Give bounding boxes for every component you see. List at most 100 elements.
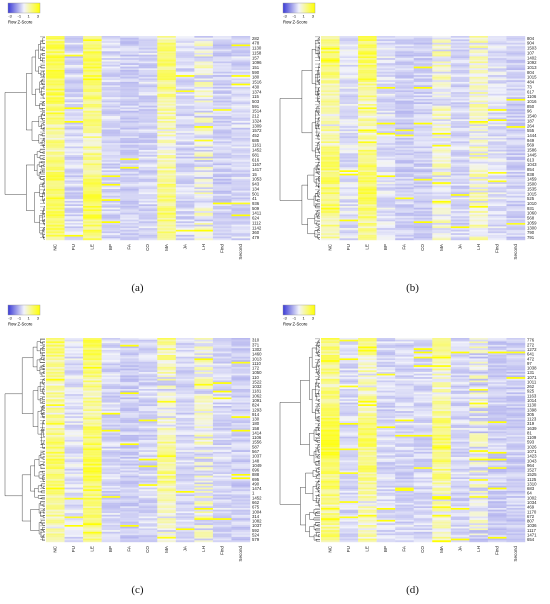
heatmap-cell — [395, 421, 414, 424]
heatmap-cell — [469, 119, 489, 122]
row-label: 1556 — [252, 440, 262, 445]
heatmap-cell — [469, 453, 489, 456]
heatmap-cell — [212, 132, 232, 135]
heatmap-cell — [175, 61, 195, 64]
heatmap-cell — [376, 107, 396, 110]
heatmap-cell — [101, 429, 121, 432]
heatmap-cell — [231, 134, 251, 137]
heatmap-cell — [339, 426, 359, 429]
heatmap-cell — [413, 107, 433, 110]
heatmap-cell — [413, 223, 433, 225]
heatmap-cell — [46, 446, 65, 449]
heatmap-cell — [432, 463, 452, 466]
heatmap-cell — [64, 535, 84, 538]
heatmap-cell — [194, 95, 214, 98]
heatmap-cell — [231, 194, 251, 196]
heatmap-cell — [450, 58, 470, 60]
heatmap-cell — [64, 482, 84, 485]
heatmap-cell — [487, 212, 507, 215]
heatmap-cell — [101, 421, 121, 424]
heatmap-cell — [395, 156, 414, 159]
heatmap-cell — [506, 202, 526, 205]
heatmap-cell — [175, 92, 195, 94]
heatmap-cell — [157, 540, 177, 543]
heatmap-cell — [506, 462, 526, 464]
heatmap-cell — [138, 224, 158, 227]
heatmap-cell — [157, 491, 177, 493]
heatmap-cell — [138, 170, 158, 173]
row-label: 524 — [252, 532, 260, 537]
heatmap-cell — [358, 92, 377, 94]
heatmap-cell — [83, 360, 102, 362]
heatmap-cell — [487, 109, 507, 111]
heatmap-cell — [101, 468, 121, 471]
heatmap-cell — [395, 187, 414, 190]
heatmap-cell — [46, 448, 65, 451]
heatmap-cell — [413, 414, 433, 417]
heatmap-cell — [450, 453, 470, 456]
heatmap-cell — [321, 368, 340, 371]
heatmap-cell — [46, 462, 65, 464]
heatmap-cell — [175, 214, 195, 217]
heatmap-cell — [506, 92, 526, 94]
heatmap-cell — [64, 434, 84, 437]
heatmap-cell — [231, 407, 251, 410]
heatmap-cell — [212, 423, 232, 425]
heatmap-cell — [83, 436, 102, 439]
heatmap-cell — [413, 214, 433, 217]
heatmap-cell — [83, 451, 102, 454]
heatmap-cell — [138, 445, 158, 447]
heatmap-cell — [120, 138, 139, 140]
row-label: 1106 — [527, 94, 537, 99]
heatmap-cell — [506, 42, 526, 45]
heatmap-cell — [212, 397, 232, 400]
heatmap-cell — [395, 360, 414, 362]
heatmap-cell — [376, 372, 396, 374]
heatmap-cell — [46, 119, 65, 122]
heatmap-cell — [413, 446, 433, 449]
heatmap-cell — [231, 482, 251, 485]
heatmap-cell — [175, 497, 195, 500]
heatmap-cell — [432, 409, 452, 412]
heatmap-cell — [395, 457, 414, 459]
heatmap-cell — [469, 110, 489, 113]
heatmap-cell — [175, 528, 195, 531]
heatmap-cell — [120, 231, 139, 234]
heatmap-cell — [120, 212, 139, 215]
heatmap-cell — [231, 378, 251, 381]
heatmap-cell — [101, 124, 121, 127]
heatmap-cell — [413, 365, 433, 368]
heatmap-cell — [157, 195, 177, 198]
heatmap-cell — [413, 183, 433, 186]
heatmap-cell — [395, 451, 414, 454]
heatmap-cell — [321, 122, 340, 125]
row-label: 613 — [527, 157, 535, 162]
heatmap-cell — [101, 132, 121, 135]
heatmap-cell — [212, 214, 232, 217]
heatmap-cell — [450, 155, 470, 157]
heatmap-cell — [395, 180, 414, 183]
heatmap-cell — [376, 229, 396, 232]
heatmap-cell — [321, 95, 340, 98]
heatmap-cell — [194, 348, 214, 351]
heatmap-cell — [64, 209, 84, 212]
heatmap-cell — [64, 458, 84, 461]
heatmap-cell — [138, 66, 158, 69]
heatmap-cell — [339, 445, 359, 447]
heatmap-cell — [194, 93, 214, 96]
heatmap-cell — [432, 66, 452, 69]
heatmap-cell — [231, 63, 251, 66]
heatmap-cell — [120, 506, 139, 509]
heatmap-cell — [64, 141, 84, 144]
heatmap-cell — [231, 372, 251, 374]
heatmap-cell — [46, 538, 65, 541]
heatmap-cell — [395, 168, 414, 171]
heatmap-cell — [175, 141, 195, 144]
heatmap-cell — [46, 51, 65, 54]
heatmap-cell — [101, 151, 121, 154]
heatmap-cell — [413, 132, 433, 135]
heatmap-cell — [120, 460, 139, 463]
heatmap-cell — [231, 513, 251, 515]
